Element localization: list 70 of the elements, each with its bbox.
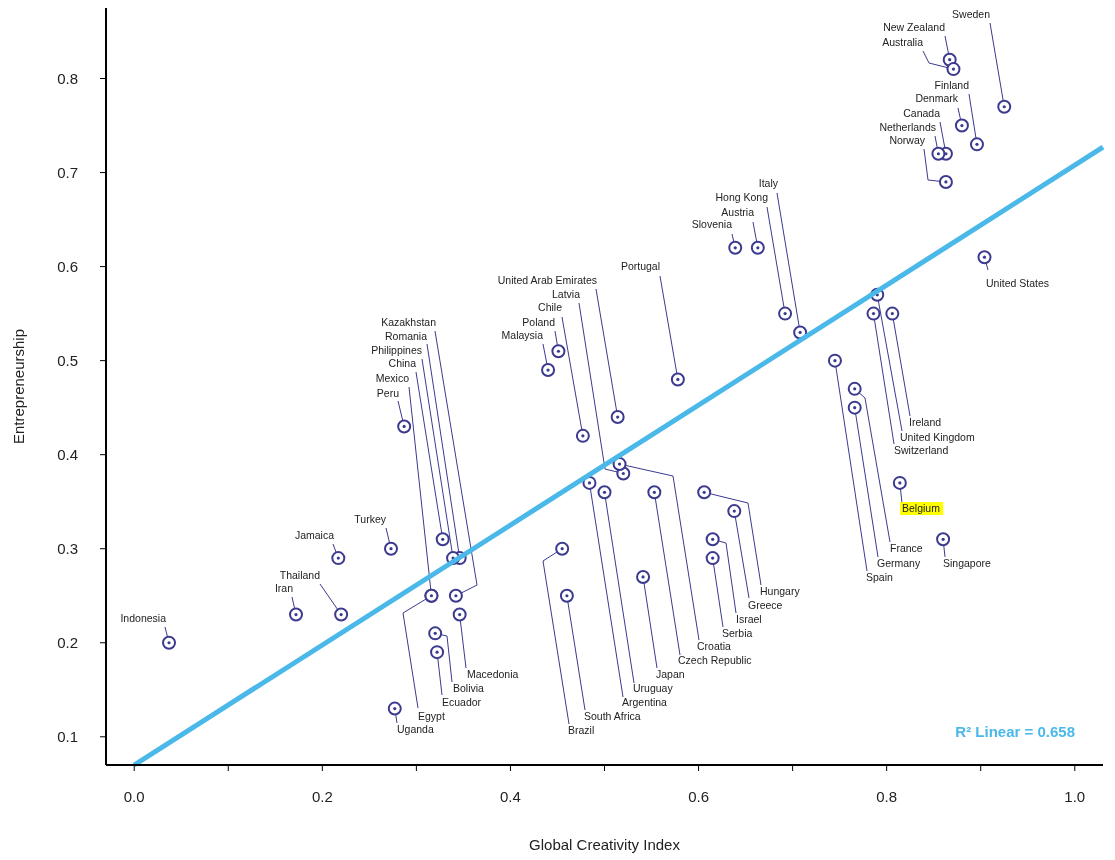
annotation: Mexico	[375, 372, 410, 384]
y-tick-label: 0.4	[57, 445, 78, 463]
annotation: Romania	[384, 330, 428, 342]
annotation: Norway	[889, 134, 926, 146]
y-tick-label: 0.1	[57, 727, 78, 745]
y-tick-label: 0.7	[57, 163, 78, 181]
annotation: South Africa	[584, 710, 641, 722]
annotation: Uganda	[397, 723, 434, 735]
annotation: Macedonia	[467, 668, 519, 680]
annotation: United Arab Emirates	[497, 274, 597, 286]
annotation: China	[388, 357, 417, 369]
annotation: Israel	[736, 613, 762, 625]
annotation: Australia	[882, 36, 924, 48]
annotation: Kazakhstan	[381, 316, 437, 328]
annotation: Hong Kong	[715, 191, 769, 203]
annotation: Malaysia	[501, 329, 544, 341]
annotation: New Zealand	[883, 21, 946, 33]
annotation: Turkey	[354, 513, 387, 525]
annotation: United Kingdom	[900, 431, 975, 443]
x-axis-title: Global Creativity Index	[529, 836, 681, 853]
annotation: Portugal	[620, 260, 660, 272]
annotation: Uruguay	[633, 682, 674, 694]
annotation: Chile	[538, 301, 563, 313]
annotation: Japan	[656, 668, 685, 680]
annotation: Sweden	[952, 8, 991, 20]
annotation: Greece	[748, 599, 783, 611]
annotation: Croatia	[697, 640, 732, 652]
annotation: Iran	[274, 582, 294, 594]
annotation: Latvia	[551, 288, 581, 300]
annotation: Canada	[903, 107, 941, 119]
annotation: Thailand	[279, 569, 321, 581]
y-axis-title: Entrepreneurship	[10, 328, 27, 445]
annotation: Argentina	[622, 696, 668, 708]
annotation: Italy	[758, 177, 779, 189]
annotation: Netherlands	[879, 121, 936, 133]
annotation: Denmark	[915, 92, 959, 104]
y-tick-label: 0.8	[57, 69, 78, 87]
annotation: Hungary	[760, 585, 801, 597]
annotation: Indonesia	[120, 612, 167, 624]
annotation: Czech Republic	[678, 654, 752, 666]
y-tick-label: 0.3	[57, 539, 78, 557]
annotation: Finland	[934, 79, 970, 91]
annotation: Singapore	[943, 557, 992, 569]
y-tick-label: 0.2	[57, 633, 78, 651]
annotation: Germany	[877, 557, 921, 569]
annotation: Philippines	[371, 344, 422, 356]
annotation: Brazil	[568, 724, 595, 736]
annotation: Switzerland	[894, 444, 949, 456]
annotation: Poland	[522, 316, 556, 328]
annotation: United States	[986, 277, 1050, 289]
annotation: France	[890, 542, 923, 554]
annotation: Ireland	[909, 416, 942, 428]
x-tick-label: 0.6	[688, 788, 709, 805]
annotation: Bolivia	[453, 682, 485, 694]
annotation: Spain	[866, 571, 894, 583]
annotation: Egypt	[418, 710, 445, 722]
annotation: Ecuador	[442, 696, 482, 708]
annotation: Slovenia	[691, 218, 733, 230]
annotation: Jamaica	[294, 529, 335, 541]
annotation: Serbia	[722, 627, 753, 639]
y-tick-label: 0.5	[57, 351, 78, 369]
annotation: Austria	[721, 206, 755, 218]
y-tick-label: 0.6	[57, 257, 78, 275]
x-tick-label: 0.4	[500, 788, 521, 805]
x-tick-label: 0.0	[123, 788, 145, 805]
x-tick-label: 0.2	[311, 788, 333, 805]
x-tick-label: 1.0	[1064, 788, 1086, 805]
annotation: Peru	[376, 387, 400, 399]
annotation: R² Linear = 0.658	[955, 723, 1075, 740]
x-tick-label: 0.8	[876, 788, 898, 805]
